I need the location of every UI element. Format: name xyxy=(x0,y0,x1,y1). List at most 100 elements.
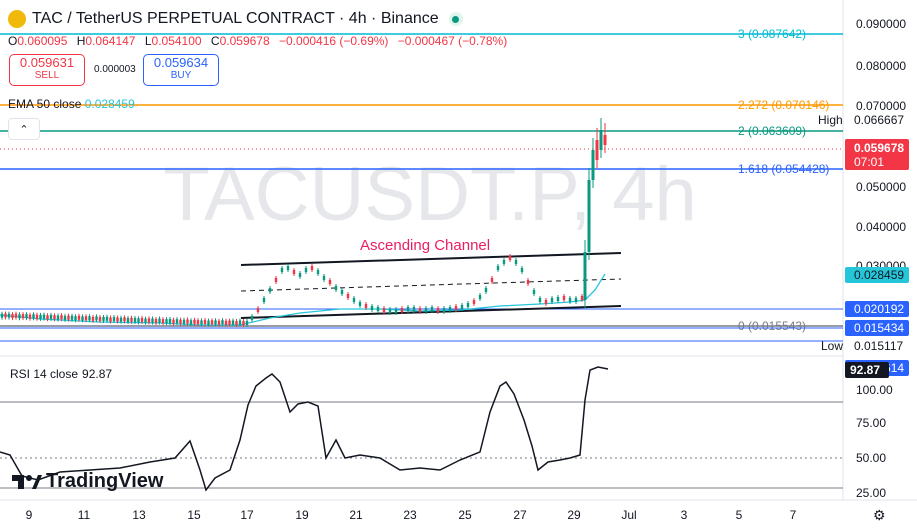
candle-body xyxy=(172,319,175,324)
price-tick: 0.090000 xyxy=(856,17,906,31)
tradingview-logo-icon xyxy=(12,474,42,489)
candle-body xyxy=(406,307,410,311)
candle-body xyxy=(228,320,231,325)
ema-line[interactable] xyxy=(0,273,606,326)
candle-body xyxy=(130,317,133,322)
buy-label: BUY xyxy=(170,70,192,81)
candle-body xyxy=(74,316,77,321)
candle-body xyxy=(42,314,46,319)
candle-body xyxy=(158,318,161,323)
ohlc-key: O xyxy=(8,34,18,48)
ascending-channel[interactable]: Ascending Channel xyxy=(240,237,622,319)
rsi-legend[interactable]: RSI 14 close 92.87 xyxy=(10,367,112,381)
low-value: 0.015117 xyxy=(854,339,903,353)
channel-mid-line[interactable] xyxy=(240,278,622,292)
candle-body xyxy=(526,280,530,284)
collapse-legend-button[interactable]: ⌃ xyxy=(8,118,40,140)
candle-body xyxy=(382,308,386,312)
time-label: 9 xyxy=(26,508,33,522)
candle-body xyxy=(274,278,278,282)
fib-retracement[interactable]: 3 (0.087642) 2.272 (0.070146) 2 (0.06360… xyxy=(0,27,843,333)
candle-body xyxy=(418,308,422,312)
candle-body xyxy=(587,180,591,252)
price-tick: 0.070000 xyxy=(856,99,906,113)
candle-body xyxy=(144,318,147,323)
channel-lower-line[interactable] xyxy=(240,305,622,319)
ascending-channel-label: Ascending Channel xyxy=(360,237,490,254)
level-tag-text: 0.020192 xyxy=(854,302,904,316)
channel-upper-line[interactable] xyxy=(240,252,622,266)
ema-name: EMA 50 close xyxy=(8,97,82,111)
time-label: 21 xyxy=(349,508,363,522)
candle-body xyxy=(358,302,362,306)
time-label: Jul xyxy=(621,508,636,522)
candle-body xyxy=(207,320,210,325)
rsi-line[interactable] xyxy=(0,366,609,492)
candle-body xyxy=(137,318,140,323)
candle-body xyxy=(224,320,228,325)
time-label: 17 xyxy=(240,508,254,522)
symbol-watermark: TACUSDT.P, 4h xyxy=(163,152,697,237)
candle-body xyxy=(238,320,242,325)
ohlc-key: L xyxy=(144,34,152,48)
candle-body xyxy=(568,298,572,302)
price-axis[interactable]: 0.090000 0.080000 0.070000 0.050000 0.04… xyxy=(856,17,906,273)
market-open-icon xyxy=(448,12,463,26)
ema-value: 0.028459 xyxy=(84,97,135,111)
sell-button[interactable]: 0.059631 SELL xyxy=(9,54,85,86)
candle-body xyxy=(182,319,186,324)
rsi-pane[interactable]: 100.00 75.00 50.00 25.00 92.87 xyxy=(0,362,893,500)
candle-body xyxy=(123,317,126,322)
time-label: 29 xyxy=(567,508,581,522)
candle-body xyxy=(168,318,172,323)
candle-body xyxy=(18,314,21,319)
ema-price-tag xyxy=(845,267,909,283)
price-candles[interactable] xyxy=(0,118,607,328)
candle-body xyxy=(60,315,63,320)
candle-body xyxy=(352,298,356,302)
candle-body xyxy=(161,319,165,324)
candle-body xyxy=(580,296,584,300)
candle-body xyxy=(88,316,91,321)
candle-body xyxy=(165,319,168,324)
candle-body xyxy=(67,315,70,320)
candle-body xyxy=(116,317,119,322)
level-tag xyxy=(845,301,909,317)
symbol-title[interactable]: TAC / TetherUS PERPETUAL CONTRACT · 4h ·… xyxy=(32,10,439,27)
candle-body xyxy=(245,320,249,325)
candle-body xyxy=(394,309,398,313)
candle-body xyxy=(77,315,81,320)
candle-body xyxy=(186,319,189,324)
candle-body xyxy=(322,276,326,280)
candle-body xyxy=(102,316,105,321)
candle-body xyxy=(189,320,193,325)
level-tag-text: 0.015434 xyxy=(854,321,904,335)
candle-body xyxy=(280,268,284,272)
price-tick: 0.040000 xyxy=(856,220,906,234)
candle-body xyxy=(221,320,224,325)
candle-body xyxy=(328,280,332,284)
time-label: 23 xyxy=(403,508,417,522)
ema-price-tag-text: 0.028459 xyxy=(854,268,904,282)
candle-body xyxy=(454,306,458,310)
ema-legend[interactable]: EMA 50 close 0.028459 xyxy=(8,97,135,111)
level-tag xyxy=(845,320,909,336)
candle-body xyxy=(98,316,102,321)
candle-body xyxy=(193,319,196,324)
candle-body xyxy=(242,320,245,325)
rsi-tick: 25.00 xyxy=(856,486,886,500)
candle-body xyxy=(53,315,56,320)
symbol-header[interactable]: TAC / TetherUS PERPETUAL CONTRACT · 4h ·… xyxy=(8,8,463,30)
ohlc-value: 0.064147 xyxy=(85,34,136,48)
candle-body xyxy=(544,300,548,304)
buy-button[interactable]: 0.059634 BUY xyxy=(143,54,219,86)
candle-body xyxy=(370,306,374,310)
candle-body xyxy=(466,303,470,307)
ohlc-value: 0.054100 xyxy=(151,34,202,48)
candle-body xyxy=(250,316,254,320)
time-axis[interactable]: 9 11 13 15 17 19 21 23 25 27 29 Jul 3 5 … xyxy=(26,508,797,522)
candle-body xyxy=(550,298,554,302)
gear-icon[interactable]: ⚙ xyxy=(873,507,886,523)
candle-body xyxy=(496,266,500,270)
